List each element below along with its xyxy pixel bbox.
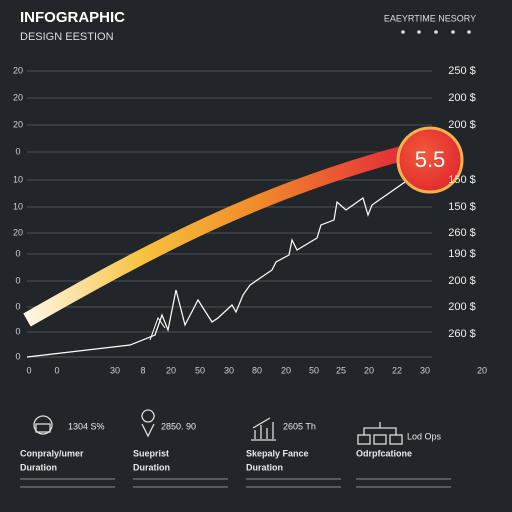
x-label: 30 [420,365,430,375]
left-label: 10 [13,201,23,211]
item-figure: Lod Ops [407,431,442,441]
x-label: 50 [195,365,205,375]
x-label: 0 [26,365,31,375]
item-sublabel: Duration [133,462,170,472]
item-figure: 2605 Th [283,421,316,431]
right-label: 190 $ [448,248,476,260]
right-label: 260 $ [448,328,476,340]
left-label: 0 [15,351,20,361]
subtitle: DESIGN EESTION [20,31,114,43]
right-label: 150 $ [448,201,476,213]
item-sublabel: Duration [20,462,57,472]
left-label: 0 [15,275,20,285]
left-label: 20 [13,65,23,75]
item-label: Skepaly Fance [246,448,309,458]
item-figure: 2850. 90 [161,421,196,431]
x-label: 50 [309,365,319,375]
left-label: 10 [13,174,23,184]
left-label: 0 [15,301,20,311]
right-label: 200 $ [448,275,476,287]
fine-print [20,478,451,488]
item-label: Odrpfcatione [356,448,412,458]
line-detail [149,316,166,341]
left-label: 20 [13,92,23,102]
x-label: 20 [364,365,374,375]
item-figure: 1304 S% [68,421,105,431]
x-label: 30 [224,365,234,375]
badge [396,126,464,194]
x-label: 20 [166,365,176,375]
icons [33,409,403,445]
item-label: Conpraly/umer [20,448,84,458]
left-label: 0 [15,146,20,156]
right-label: 200 $ [448,119,476,131]
x-label: 30 [110,365,120,375]
x-label: 8 [140,365,145,375]
x-label: 22 [392,365,402,375]
badge-value: 5.5 [415,147,446,172]
x-label: 20 [477,365,487,375]
item-label: Sueprist [133,448,169,458]
left-label: 0 [15,248,20,258]
right-label: 200 $ [448,301,476,313]
left-label: 20 [13,227,23,237]
right-label: 250 $ [448,65,476,77]
x-label: 80 [252,365,262,375]
tagline: EAEYRTIME NESORY [384,13,476,23]
left-label: 0 [15,326,20,336]
left-label: 20 [13,119,23,129]
title: INFOGRAPHIC [20,9,125,26]
dots [401,30,471,34]
line [26,174,416,358]
right-label: 260 $ [448,227,476,239]
x-label: 25 [336,365,346,375]
item-sublabel: Duration [246,462,283,472]
gradient-curve [23,142,417,327]
x-label: 0 [54,365,59,375]
right-label: 150 $ [448,174,476,186]
right-label: 200 $ [448,92,476,104]
x-label: 20 [281,365,291,375]
